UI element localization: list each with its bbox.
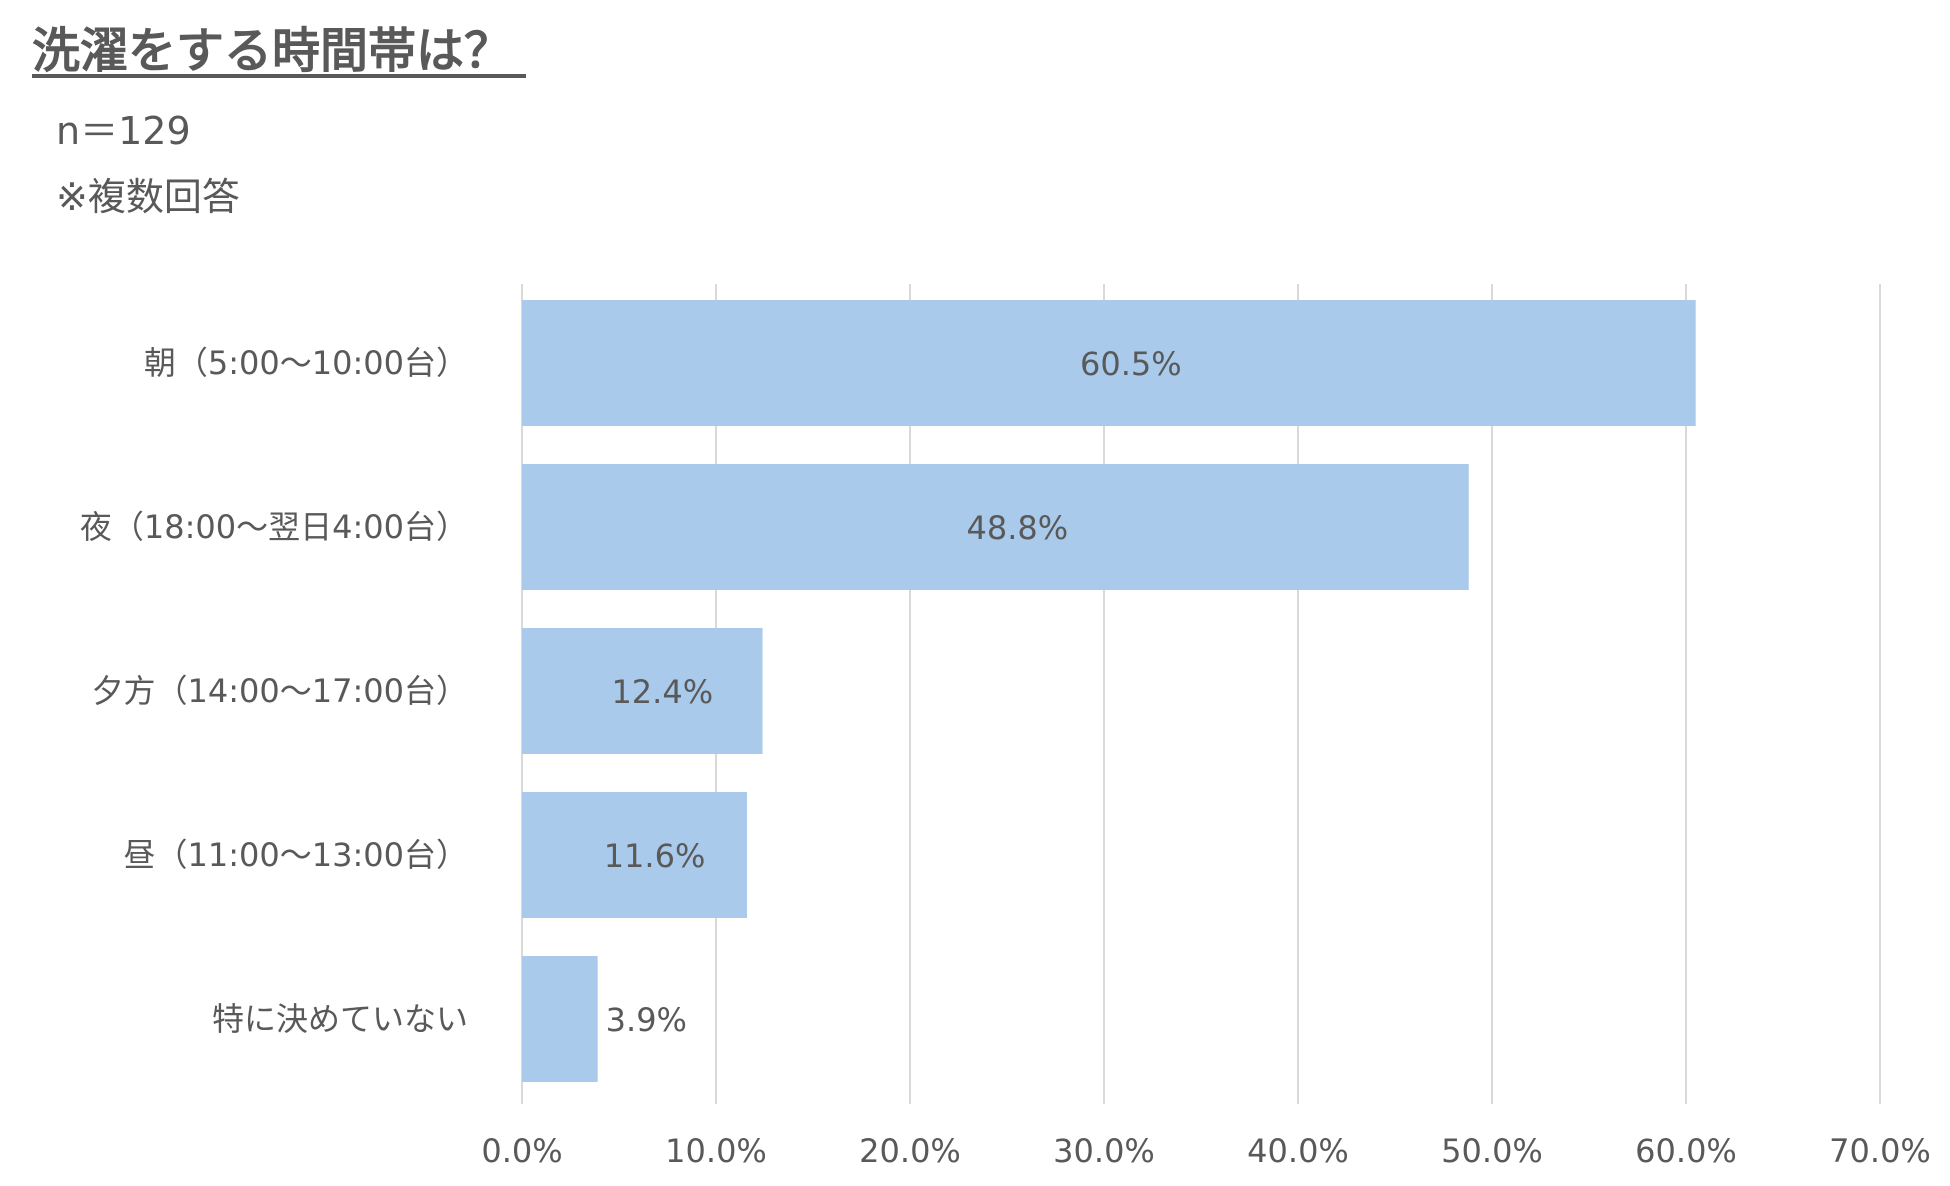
multiple-answer-note: ※複数回答 bbox=[56, 175, 240, 219]
category-label: 昼（11:00～13:00台） bbox=[124, 836, 468, 874]
x-tick-label: 40.0% bbox=[1247, 1132, 1349, 1170]
value-label: 12.4% bbox=[611, 673, 713, 711]
title-underline bbox=[32, 74, 526, 78]
bar bbox=[522, 628, 763, 754]
bar bbox=[522, 956, 598, 1082]
chart-title: 洗濯をする時間帯は？ bbox=[32, 23, 513, 79]
sample-size: n＝129 bbox=[56, 109, 191, 153]
x-tick-label: 60.0% bbox=[1635, 1132, 1737, 1170]
category-label: 特に決めていない bbox=[212, 1000, 468, 1038]
x-tick-label: 70.0% bbox=[1829, 1132, 1931, 1170]
x-tick-label: 0.0% bbox=[481, 1132, 562, 1170]
category-label: 夜（18:00～翌日4:00台） bbox=[80, 508, 468, 546]
value-label: 3.9% bbox=[606, 1001, 687, 1039]
x-tick-label: 20.0% bbox=[859, 1132, 961, 1170]
category-label: 朝（5:00～10:00台） bbox=[144, 344, 468, 382]
bars bbox=[522, 300, 1696, 1082]
x-tick-label: 10.0% bbox=[665, 1132, 767, 1170]
category-label: 夕方（14:00～17:00台） bbox=[92, 672, 468, 710]
value-label: 48.8% bbox=[967, 509, 1069, 547]
bar bbox=[522, 464, 1469, 590]
bar bbox=[522, 792, 748, 918]
labels: 0.0% 10.0% 20.0% 30.0% 40.0% 50.0% 60.0% 70.0% 朝… bbox=[80, 344, 1931, 1170]
x-tick-label: 30.0% bbox=[1053, 1132, 1155, 1170]
x-tick-label: 50.0% bbox=[1441, 1132, 1543, 1170]
bar bbox=[522, 300, 1696, 426]
value-label: 60.5% bbox=[1080, 345, 1182, 383]
value-label: 11.6% bbox=[604, 837, 706, 875]
